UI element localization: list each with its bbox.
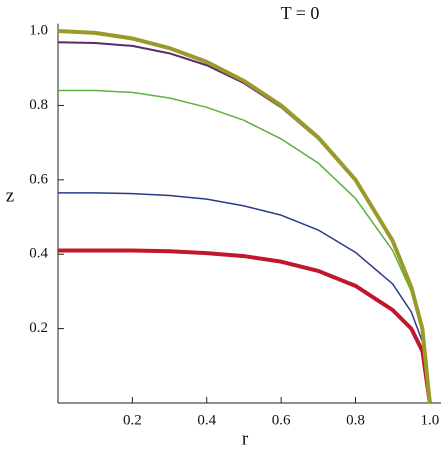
- curve: [57, 41, 431, 404]
- y-tick-label: 0.2: [29, 320, 48, 336]
- x-axis-label: r: [242, 428, 249, 449]
- curve: [58, 192, 431, 404]
- x-tick-label: 0.4: [197, 412, 216, 428]
- y-tick-label: 0.8: [29, 97, 48, 113]
- x-tick-label: 0.8: [346, 412, 365, 428]
- curve: [57, 29, 432, 404]
- y-tick-label: 0.4: [29, 246, 48, 262]
- y-axis-label: z: [6, 185, 14, 206]
- curve: [58, 248, 432, 404]
- chart-title: T = 0: [281, 3, 320, 23]
- x-tick-label: 1.0: [420, 412, 439, 428]
- x-tick-label: 0.6: [272, 412, 291, 428]
- y-tick-label: 0.6: [29, 171, 48, 187]
- x-tick-label: 0.2: [123, 412, 142, 428]
- curve: [58, 89, 431, 404]
- y-tick-label: 1.0: [29, 22, 48, 38]
